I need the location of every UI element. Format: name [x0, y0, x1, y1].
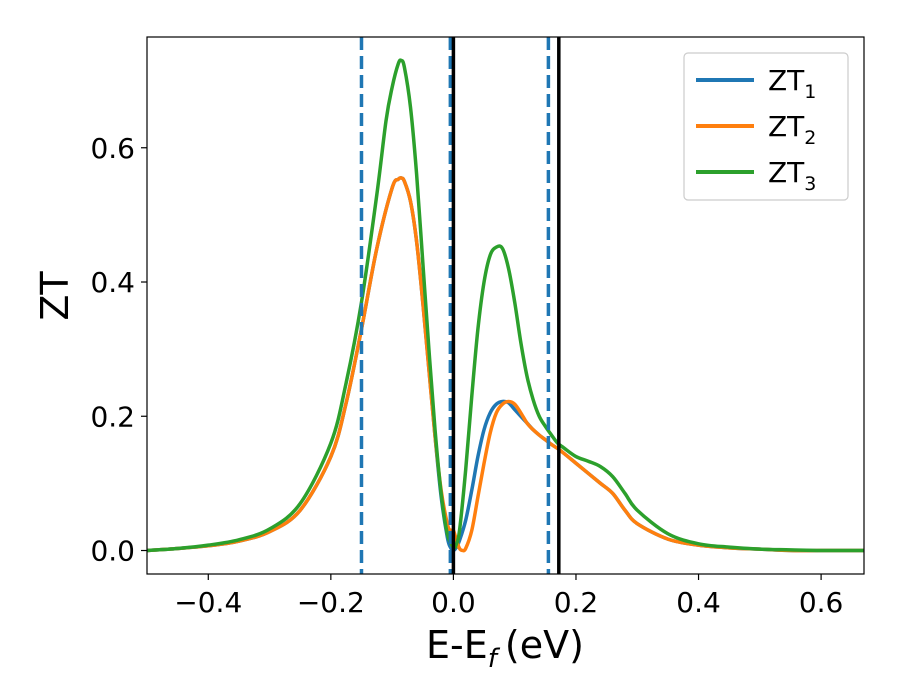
- series-line-zt3: [147, 58, 864, 553]
- axes: −0.4 −0.2 0.0 0.2 0.4 0.6 0.0 0.2 0.4 0.6: [90, 36, 865, 619]
- legend-label-zt3: ZT3: [768, 156, 816, 195]
- plot-area: [147, 37, 864, 574]
- x-tick-label: 0.0: [431, 586, 476, 619]
- axes-frame: [146, 36, 865, 575]
- legend: ZT1 ZT2 ZT3: [683, 52, 849, 201]
- series-line-zt2: [147, 176, 864, 553]
- x-tick-label: −0.2: [297, 586, 365, 619]
- y-axis-label: ZT: [33, 271, 77, 321]
- x-tick-label: 0.2: [554, 586, 599, 619]
- x-tick-label: 0.6: [799, 586, 844, 619]
- series-line-zt1: [147, 176, 864, 553]
- x-axis-label: E-Ef (eV): [426, 623, 584, 674]
- x-tick-label: −0.4: [174, 586, 242, 619]
- x-tick-label: 0.4: [676, 586, 721, 619]
- y-tick-label: 0.0: [90, 535, 135, 568]
- y-tick-label: 0.6: [90, 132, 135, 165]
- y-tick-label: 0.2: [90, 400, 135, 433]
- legend-label-zt1: ZT1: [768, 64, 816, 103]
- legend-box: [683, 52, 849, 201]
- y-tick-label: 0.4: [90, 266, 135, 299]
- legend-label-zt2: ZT2: [768, 110, 816, 149]
